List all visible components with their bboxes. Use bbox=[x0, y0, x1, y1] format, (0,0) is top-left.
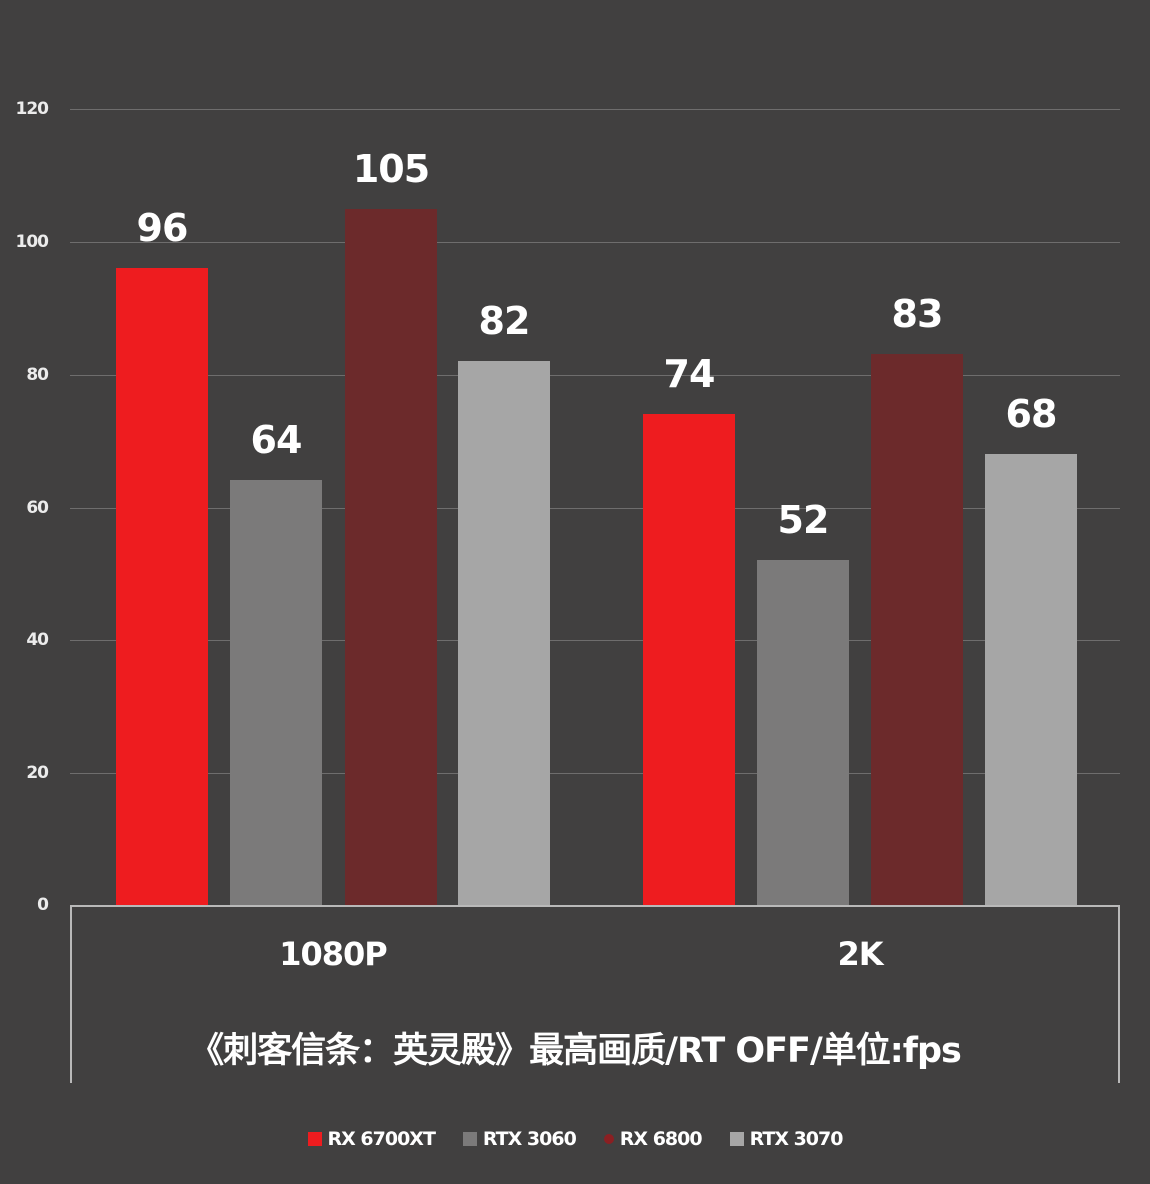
y-tick-20: 20 bbox=[26, 763, 49, 783]
gridline-100 bbox=[70, 242, 1120, 243]
bar bbox=[116, 268, 208, 905]
legend-item-rtx3060: RTX 3060 bbox=[462, 1128, 577, 1150]
legend-label: RX 6800 bbox=[619, 1128, 703, 1150]
y-tick-40: 40 bbox=[26, 630, 49, 650]
y-tick-120: 120 bbox=[15, 99, 50, 119]
category-label-1080p: 1080P bbox=[279, 935, 388, 973]
legend-item-rx6700xt: RX 6700XT bbox=[307, 1128, 436, 1150]
value-label: 105 bbox=[352, 146, 430, 191]
category-label-2k: 2K bbox=[837, 935, 883, 973]
bar bbox=[757, 560, 849, 905]
legend-label: RX 6700XT bbox=[327, 1128, 436, 1150]
legend-item-rx6800: RX 6800 bbox=[603, 1128, 703, 1150]
legend-label: RTX 3060 bbox=[482, 1128, 577, 1150]
bar bbox=[643, 414, 735, 905]
y-tick-100: 100 bbox=[15, 232, 50, 252]
value-label: 52 bbox=[777, 498, 830, 543]
bar bbox=[871, 354, 963, 905]
legend-swatch-icon bbox=[729, 1132, 744, 1146]
value-label: 64 bbox=[250, 418, 303, 463]
legend-swatch-icon bbox=[307, 1132, 322, 1146]
x-axis-frame bbox=[70, 905, 1120, 1083]
legend: RX 6700XT RTX 3060 RX 6800 RTX 3070 bbox=[0, 1128, 1150, 1150]
gridline-120 bbox=[70, 109, 1120, 110]
value-label: 96 bbox=[136, 206, 189, 251]
value-label: 74 bbox=[663, 352, 716, 397]
y-tick-60: 60 bbox=[26, 498, 49, 518]
gridline-80 bbox=[70, 375, 1120, 376]
gridline-60 bbox=[70, 508, 1120, 509]
legend-label: RTX 3070 bbox=[749, 1128, 844, 1150]
legend-item-rtx3070: RTX 3070 bbox=[729, 1128, 844, 1150]
gridline-40 bbox=[70, 640, 1120, 641]
bar bbox=[345, 208, 437, 905]
legend-swatch-icon bbox=[462, 1132, 477, 1146]
chart-title: 《刺客信条：英灵殿》最高画质/RT OFF/单位:fps bbox=[189, 1031, 962, 1071]
bar bbox=[985, 453, 1077, 905]
bar bbox=[230, 480, 322, 905]
gridline-20 bbox=[70, 773, 1120, 774]
y-tick-80: 80 bbox=[26, 365, 49, 385]
value-label: 82 bbox=[478, 299, 531, 344]
bar bbox=[458, 361, 550, 905]
legend-swatch-icon bbox=[603, 1134, 614, 1144]
value-label: 83 bbox=[891, 292, 944, 337]
value-label: 68 bbox=[1005, 391, 1058, 436]
y-tick-0: 0 bbox=[37, 895, 49, 915]
